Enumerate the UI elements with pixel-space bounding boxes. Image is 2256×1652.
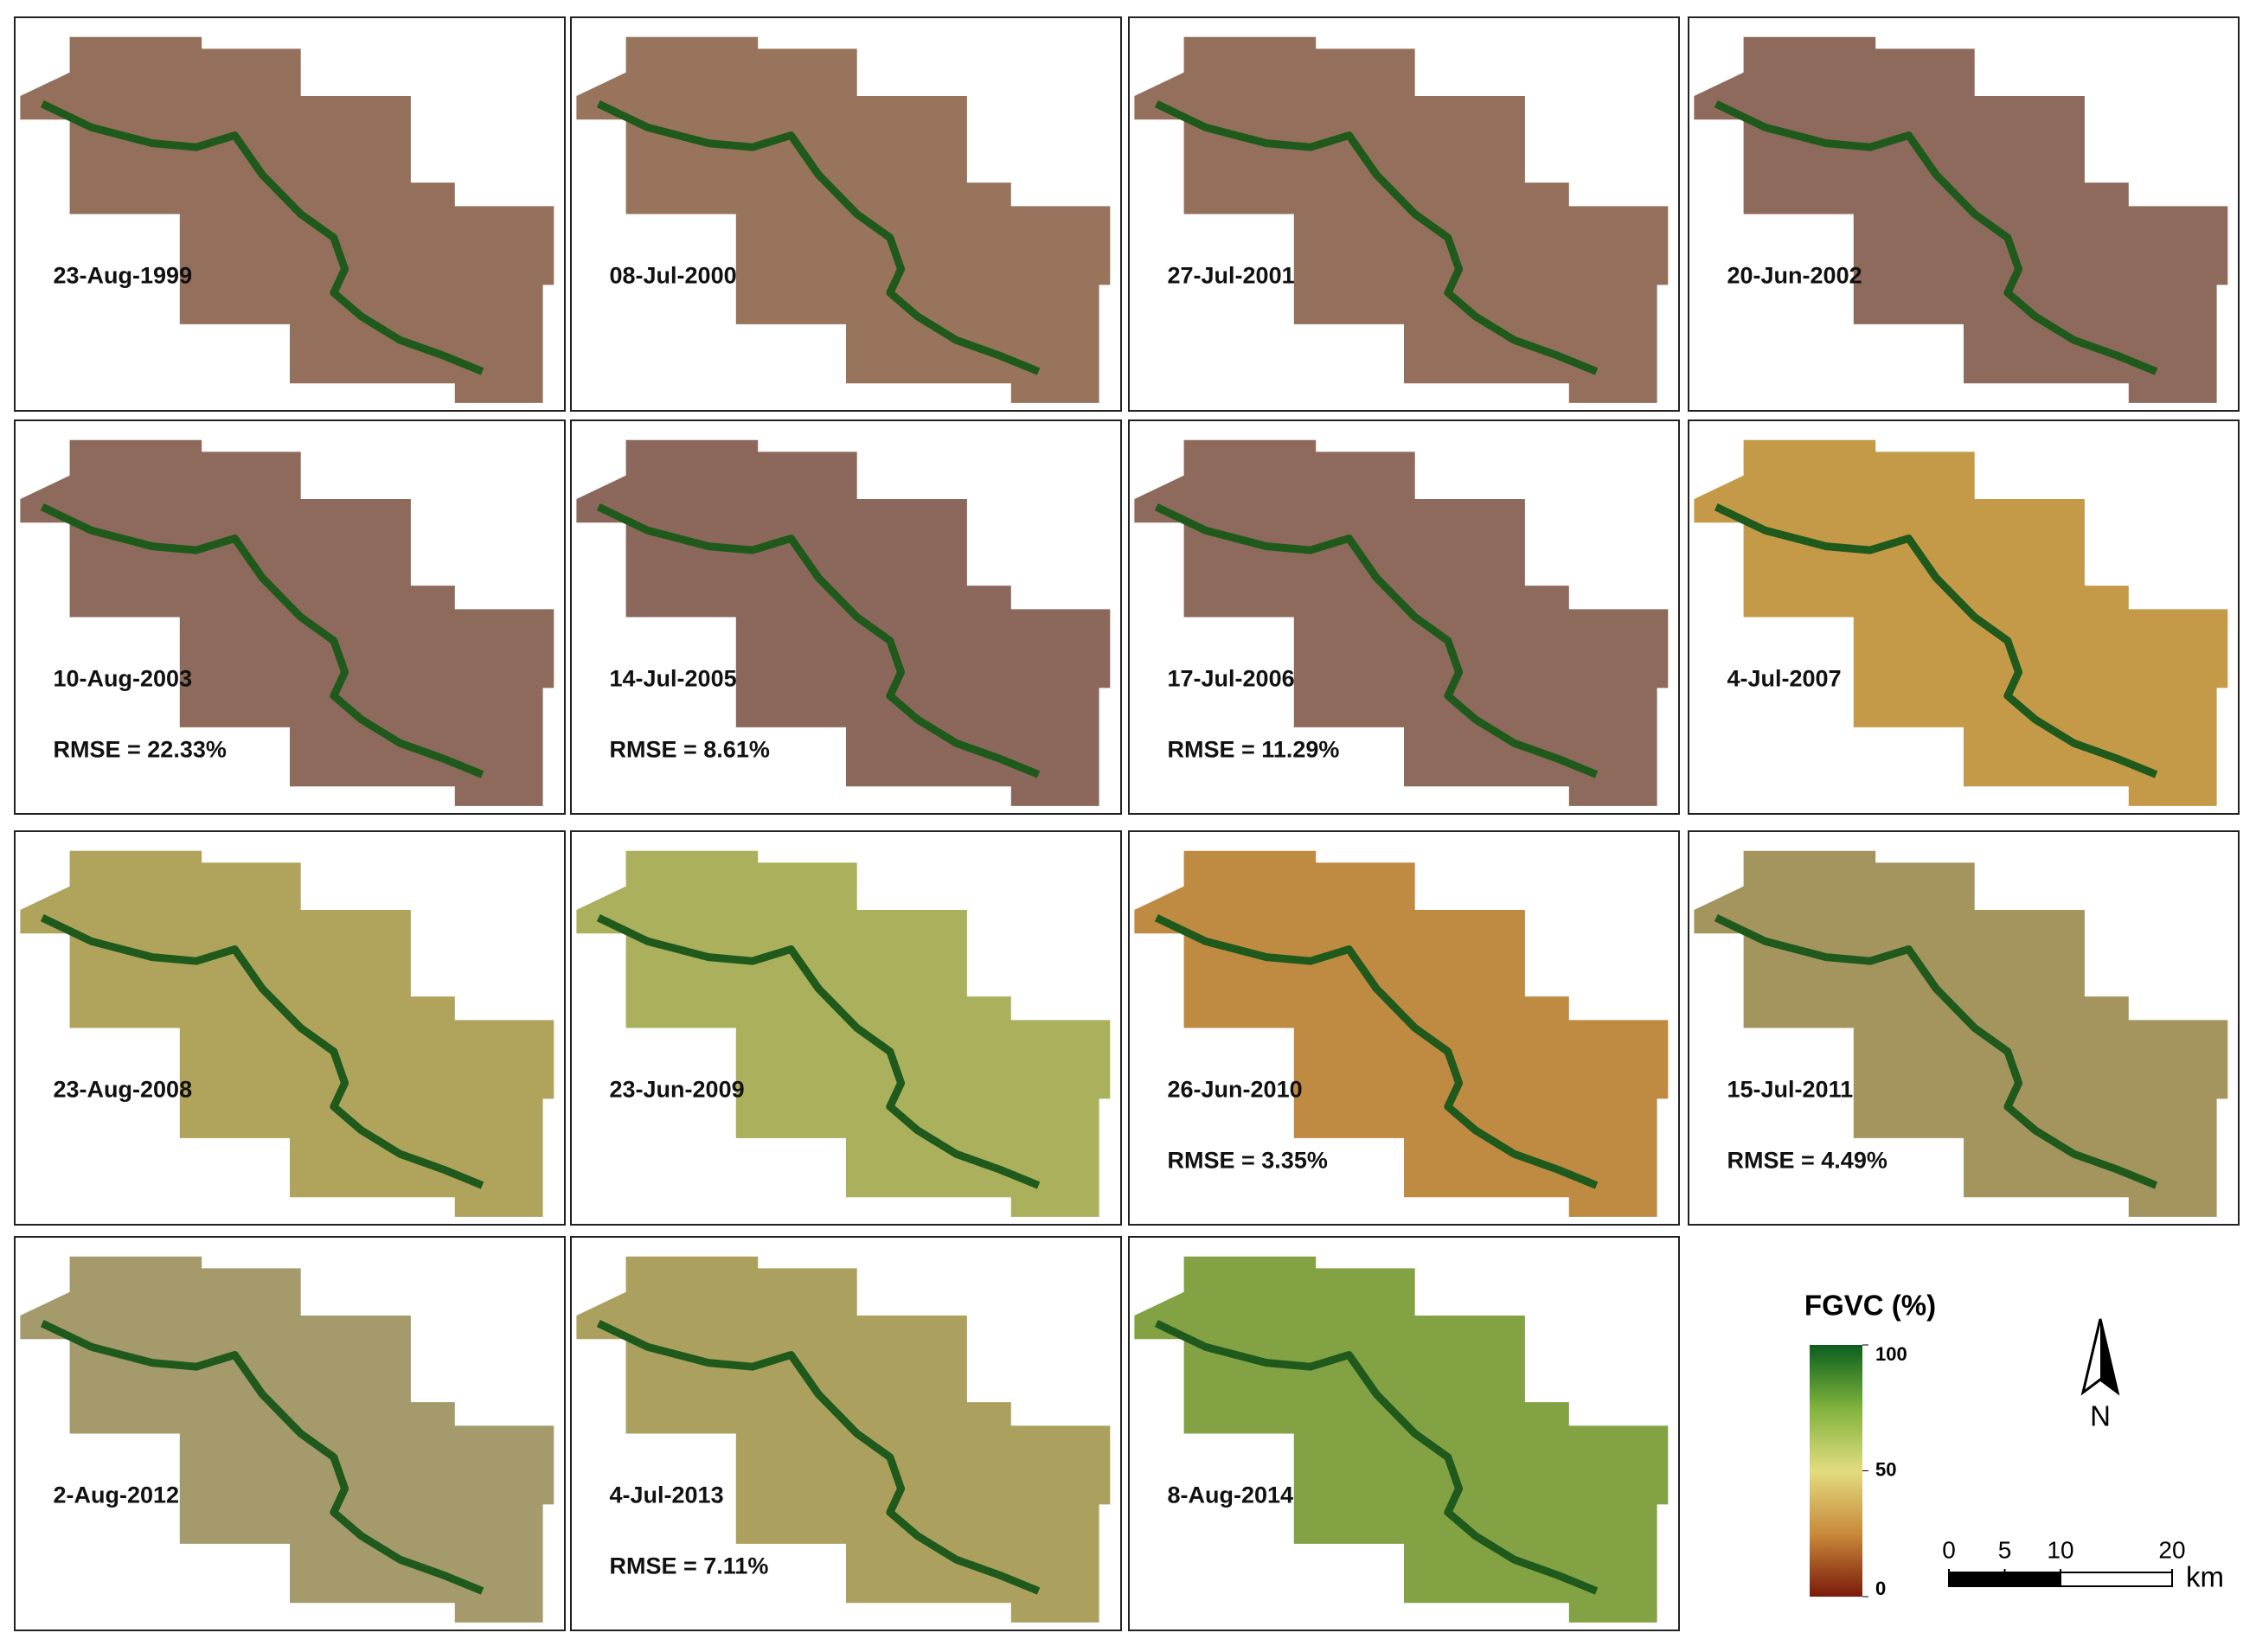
- map-panel: 8-Aug-2014: [1128, 1236, 1680, 1631]
- study-area: [20, 36, 554, 403]
- map-panel: 26-Jun-2010 RMSE = 3.35%: [1128, 830, 1680, 1226]
- map-panel: 15-Jul-2011 RMSE = 4.49%: [1688, 830, 2240, 1226]
- study-area: [1694, 36, 2228, 403]
- study-area: [20, 439, 554, 806]
- map-panel: 23-Aug-2008: [14, 830, 566, 1226]
- map-panel: 4-Jul-2007: [1688, 419, 2240, 815]
- map-panel: 23-Jun-2009: [570, 830, 1122, 1226]
- river-corridor: [1154, 503, 1599, 778]
- north-label: N: [2090, 1400, 2111, 1432]
- date-label: 14-Jul-2005: [610, 665, 737, 691]
- legend-title: FGVC (%): [1804, 1290, 1936, 1322]
- rmse-label: RMSE = 8.61%: [610, 736, 770, 762]
- study-area: [1134, 36, 1669, 403]
- scale-tick-label: 10: [2047, 1536, 2073, 1563]
- legend-tick-label: 0: [1875, 1578, 1886, 1599]
- river-corridor: [40, 100, 484, 375]
- scale-unit: km: [2186, 1561, 2224, 1593]
- date-label: 27-Jul-2001: [1168, 262, 1295, 288]
- north-arrow: [2080, 1318, 2120, 1396]
- date-label: 10-Aug-2003: [54, 665, 193, 691]
- map-panel: 23-Aug-1999: [14, 16, 566, 412]
- scale-segment: [1948, 1572, 2006, 1587]
- study-area: [576, 850, 1111, 1217]
- study-area: [576, 1256, 1111, 1623]
- date-label: 20-Jun-2002: [1727, 262, 1862, 288]
- color-ramp: [1810, 1345, 1862, 1597]
- date-label: 4-Jul-2013: [610, 1482, 724, 1508]
- scale-tick-label: 20: [2158, 1536, 2185, 1563]
- study-area: [1694, 850, 2228, 1217]
- rmse-label: RMSE = 4.49%: [1727, 1147, 1887, 1173]
- date-label: 23-Aug-2008: [54, 1076, 193, 1102]
- river-corridor: [596, 914, 1041, 1189]
- map-panel: 14-Jul-2005 RMSE = 8.61%: [570, 419, 1122, 815]
- river-corridor: [40, 503, 484, 778]
- date-label: 15-Jul-2011: [1727, 1076, 1854, 1102]
- map-panel: 27-Jul-2001: [1128, 16, 1680, 412]
- study-area: [20, 850, 554, 1217]
- date-label: 26-Jun-2010: [1168, 1076, 1303, 1102]
- study-area: [576, 36, 1111, 403]
- river-corridor: [1714, 100, 2158, 375]
- scale-tick-label: 5: [1998, 1536, 2012, 1563]
- map-panel: 17-Jul-2006 RMSE = 11.29%: [1128, 419, 1680, 815]
- rmse-label: RMSE = 7.11%: [610, 1553, 769, 1578]
- scale-segment: [2060, 1572, 2173, 1587]
- study-area: [576, 439, 1111, 806]
- date-label: 17-Jul-2006: [1168, 665, 1295, 691]
- river-corridor: [1154, 914, 1599, 1189]
- map-panel: 4-Jul-2013 RMSE = 7.11%: [570, 1236, 1122, 1631]
- map-panel: 2-Aug-2012: [14, 1236, 566, 1631]
- river-corridor: [1714, 914, 2158, 1189]
- date-label: 8-Aug-2014: [1168, 1482, 1294, 1508]
- study-area: [1134, 1256, 1669, 1623]
- scale-segment: [2003, 1572, 2061, 1587]
- scale-tick-label: 0: [1942, 1536, 1956, 1563]
- map-panel: 10-Aug-2003 RMSE = 22.33%: [14, 419, 566, 815]
- legend-tick-label: 50: [1875, 1458, 1896, 1480]
- map-panel: 20-Jun-2002: [1688, 16, 2240, 412]
- river-corridor: [596, 503, 1041, 778]
- study-area: [1134, 850, 1669, 1217]
- map-panel: 08-Jul-2000: [570, 16, 1122, 412]
- study-area: [1134, 439, 1669, 806]
- legend-tick-label: 100: [1875, 1343, 1907, 1365]
- study-area: [20, 1256, 554, 1623]
- river-corridor: [1714, 503, 2158, 778]
- river-corridor: [1154, 100, 1599, 375]
- river-corridor: [596, 1320, 1041, 1595]
- river-corridor: [1154, 1320, 1599, 1595]
- rmse-label: RMSE = 3.35%: [1168, 1147, 1328, 1173]
- rmse-label: RMSE = 11.29%: [1168, 736, 1340, 762]
- rmse-label: RMSE = 22.33%: [54, 736, 227, 762]
- date-label: 2-Aug-2012: [54, 1482, 180, 1508]
- river-corridor: [596, 100, 1041, 375]
- river-corridor: [40, 914, 484, 1189]
- date-label: 08-Jul-2000: [610, 262, 737, 288]
- date-label: 4-Jul-2007: [1727, 665, 1842, 691]
- river-corridor: [40, 1320, 484, 1595]
- study-area: [1694, 439, 2228, 806]
- date-label: 23-Jun-2009: [610, 1076, 745, 1102]
- date-label: 23-Aug-1999: [54, 262, 193, 288]
